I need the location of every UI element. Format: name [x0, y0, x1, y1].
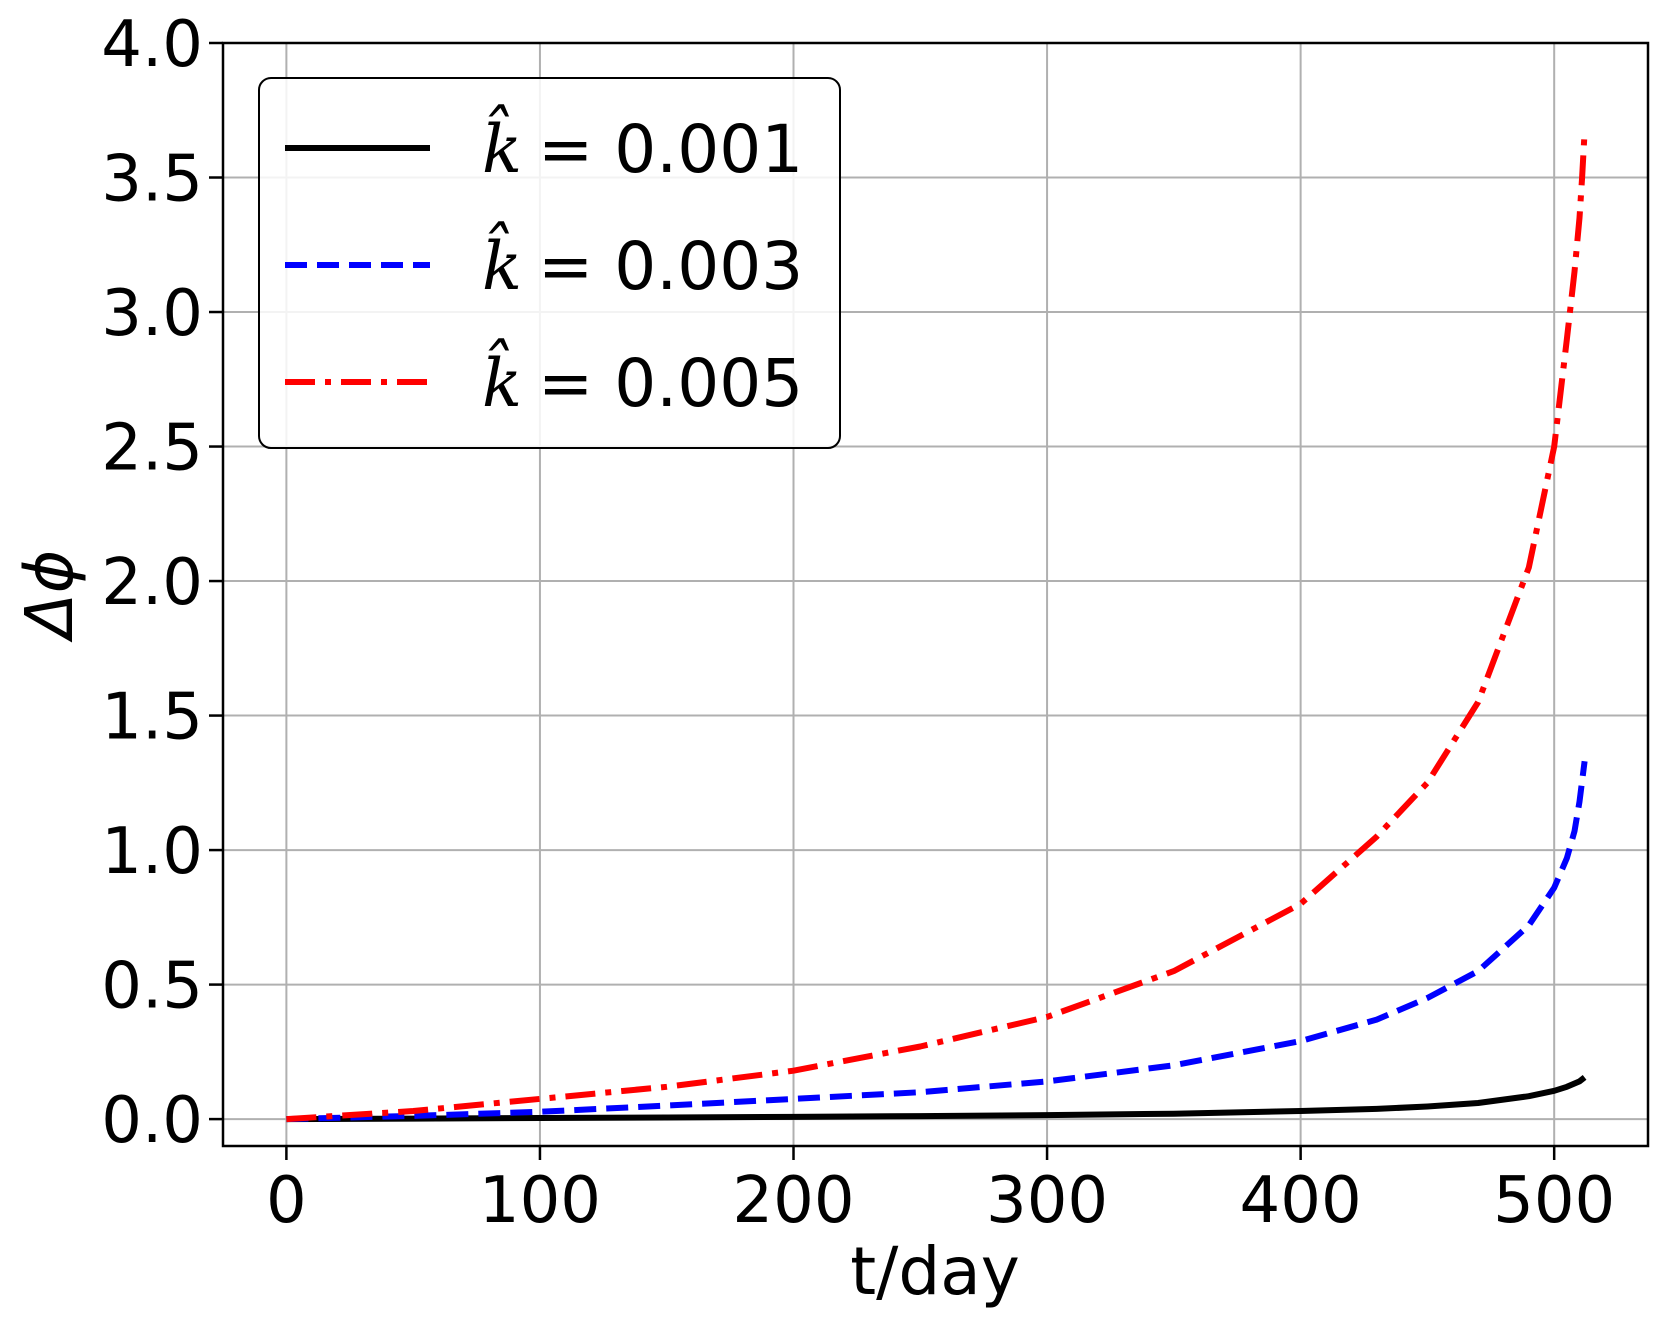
- y-tick-label: 0.5: [101, 950, 203, 1024]
- series-line-3: [286, 131, 1588, 1123]
- ticks: [209, 41, 1556, 1160]
- y-tick-label: 2.5: [101, 412, 203, 486]
- legend-symbol-2: k̂: [482, 223, 522, 305]
- y-tick-label: 4.0: [101, 8, 203, 82]
- legend-label-2: = 0.003: [538, 228, 803, 305]
- y-axis-label: Δϕ: [11, 550, 88, 644]
- y-tick-label: 0.0: [101, 1084, 203, 1158]
- plot-frame: [221, 41, 1650, 1148]
- series-line-1: [286, 1075, 1587, 1123]
- x-tick-label: 200: [732, 1164, 854, 1238]
- series-line-2: [286, 760, 1588, 1123]
- x-tick-label: 300: [986, 1164, 1108, 1238]
- x-tick-label: 0: [266, 1164, 307, 1238]
- x-tick-label: 100: [479, 1164, 601, 1238]
- legend-label-1: = 0.001: [538, 111, 803, 188]
- tick-labels: 0 100 200 300 400 500 0.0 0.5 1.0 1.5 2.0 2.5 3.0 3.5…: [101, 8, 1615, 1238]
- y-tick-label: 1.5: [101, 681, 203, 755]
- y-tick-label: 2.0: [101, 546, 203, 620]
- legend-box: [258, 77, 841, 449]
- x-tick-label: 500: [1493, 1164, 1615, 1238]
- y-tick-label: 3.5: [101, 143, 203, 217]
- legend-symbol-1: k̂: [482, 106, 522, 188]
- series-layer: [286, 131, 1588, 1123]
- x-axis-label: t/day: [850, 1233, 1020, 1310]
- legend-label-3: = 0.005: [538, 345, 803, 422]
- legend-symbol-3: k̂: [482, 340, 522, 422]
- y-tick-label: 1.0: [101, 815, 203, 889]
- x-tick-label: 400: [1240, 1164, 1362, 1238]
- y-tick-label: 3.0: [101, 277, 203, 351]
